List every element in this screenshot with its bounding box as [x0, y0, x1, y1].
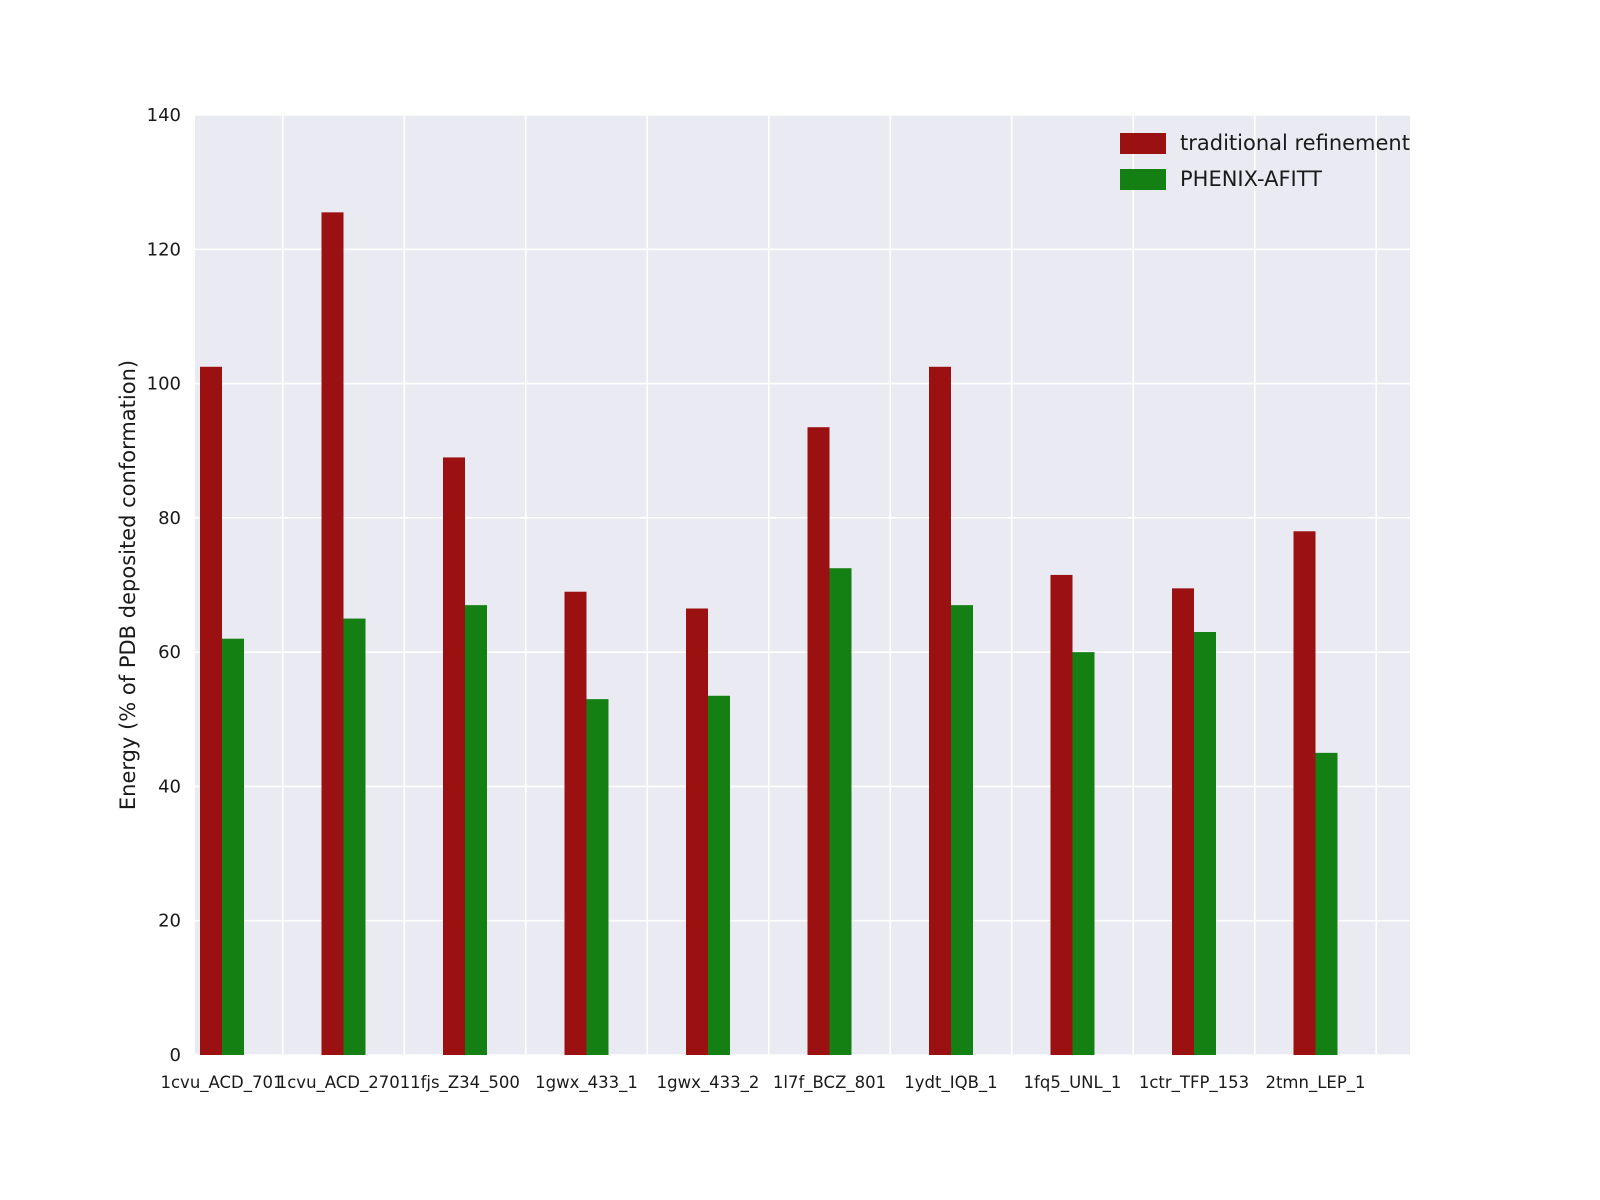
bar-traditional-refinement [443, 457, 465, 1055]
y-axis-label: Energy (% of PDB deposited conformation) [116, 359, 140, 811]
bar-traditional-refinement [929, 366, 951, 1055]
legend-item-traditional-refinement: traditional refinement [1120, 131, 1410, 155]
x-category-label: 1cvu_ACD_701 [160, 1073, 283, 1093]
bar-phenix-afitt [829, 568, 852, 1055]
x-category-label: 1gwx_433_1 [535, 1073, 638, 1093]
x-category-label: 1cvu_ACD_2701 [277, 1073, 411, 1093]
bar-traditional-refinement [1293, 531, 1316, 1055]
legend: traditional refinement PHENIX-AFITT [1120, 131, 1410, 191]
bar-phenix-afitt [343, 618, 366, 1055]
bar-traditional-refinement [1050, 574, 1073, 1055]
legend-swatch-traditional-refinement [1120, 132, 1166, 154]
y-tick-label: 60 [158, 642, 181, 663]
bar-phenix-afitt [951, 605, 973, 1055]
x-category-label: 1fjs_Z34_500 [410, 1073, 520, 1093]
y-tick-label: 20 [158, 911, 181, 932]
y-tick-label: 140 [147, 105, 181, 126]
x-category-label: 1l7f_BCZ_801 [773, 1073, 886, 1093]
bar-phenix-afitt [465, 605, 487, 1055]
y-tick-label: 0 [170, 1045, 181, 1066]
x-category-label: 1fq5_UNL_1 [1024, 1073, 1122, 1093]
x-category-label: 1gwx_433_2 [657, 1073, 760, 1093]
bar-phenix-afitt [1194, 632, 1216, 1055]
bar-phenix-afitt [586, 699, 609, 1055]
x-category-label: 1ctr_TFP_153 [1139, 1073, 1249, 1093]
bar-traditional-refinement [200, 366, 222, 1055]
y-tick-label: 100 [147, 374, 181, 395]
bar-traditional-refinement [686, 608, 708, 1055]
legend-item-phenix-afitt: PHENIX-AFITT [1120, 167, 1410, 191]
legend-label-traditional-refinement: traditional refinement [1180, 131, 1410, 155]
legend-swatch-phenix-afitt [1120, 168, 1166, 190]
bar-traditional-refinement [807, 427, 830, 1055]
bar-phenix-afitt [708, 695, 730, 1055]
bar-traditional-refinement [564, 591, 587, 1055]
bar-phenix-afitt [1315, 752, 1338, 1055]
bar-phenix-afitt [222, 638, 244, 1055]
x-category-label: 1ydt_IQB_1 [904, 1073, 997, 1093]
y-tick-label: 40 [158, 776, 181, 797]
x-category-label: 2tmn_LEP_1 [1265, 1073, 1365, 1093]
y-tick-label: 120 [147, 239, 181, 260]
bar-traditional-refinement [1172, 588, 1194, 1055]
bar-traditional-refinement [321, 212, 344, 1055]
legend-label-phenix-afitt: PHENIX-AFITT [1180, 167, 1323, 191]
bar-phenix-afitt [1072, 652, 1095, 1055]
y-tick-label: 80 [158, 508, 181, 529]
